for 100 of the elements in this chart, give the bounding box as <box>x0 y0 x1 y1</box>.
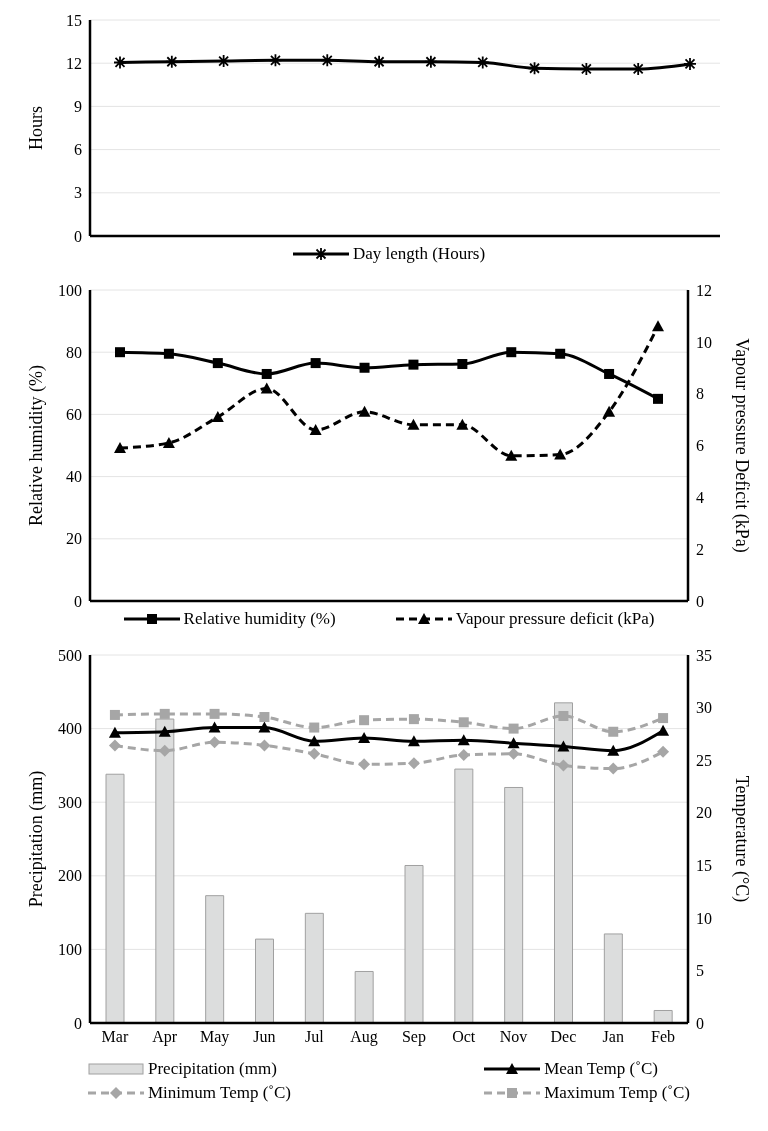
y2-tick-label: 6 <box>696 437 704 455</box>
y2-axis-title: Vapour pressure Deficit (kPa) <box>730 338 752 553</box>
point <box>108 739 121 752</box>
point <box>557 740 570 752</box>
point <box>309 423 322 435</box>
y2-tick-label: 2 <box>696 540 704 558</box>
point <box>358 405 371 417</box>
point <box>407 757 420 770</box>
y2-tick-label: 8 <box>696 385 704 403</box>
legend-label: Precipitation (mm) <box>148 1059 277 1079</box>
point <box>258 721 271 733</box>
point <box>115 347 125 358</box>
y2-tick-label: 25 <box>696 751 712 769</box>
point <box>457 734 470 746</box>
y-tick-label: 100 <box>58 941 82 959</box>
point <box>555 348 566 359</box>
point <box>268 53 283 68</box>
y2-tick-label: 30 <box>696 699 712 717</box>
point <box>108 726 121 738</box>
point <box>658 713 669 724</box>
y-tick-label: 80 <box>66 343 82 361</box>
x-tick-label: Dec <box>550 1028 577 1046</box>
point <box>557 759 570 772</box>
point <box>372 54 386 69</box>
y-tick-label: 200 <box>58 867 82 885</box>
point <box>308 747 321 760</box>
y-tick-label: 400 <box>58 720 82 738</box>
point <box>259 712 270 723</box>
point <box>209 708 220 719</box>
y-tick-label: 20 <box>66 530 82 548</box>
y-axis-title: Precipitation (mm) <box>26 770 48 908</box>
legend-label: Mean Temp (˚C) <box>544 1059 658 1079</box>
point <box>475 55 490 70</box>
y-tick-label: 40 <box>66 468 82 486</box>
point <box>358 732 371 744</box>
x-tick-label: Mar <box>101 1028 129 1046</box>
y-tick-label: 500 <box>58 646 82 664</box>
point <box>309 722 320 733</box>
point <box>457 359 468 370</box>
point <box>320 53 335 68</box>
point <box>212 358 223 369</box>
point <box>164 54 179 69</box>
point <box>507 737 520 749</box>
point <box>358 758 371 771</box>
y2-tick-label: 4 <box>696 489 704 507</box>
point <box>657 745 670 758</box>
y2-tick-label: 0 <box>696 592 704 610</box>
point <box>408 359 419 370</box>
point <box>159 708 170 719</box>
point <box>359 715 370 726</box>
y-tick-label: 6 <box>74 141 82 159</box>
y-tick-label: 3 <box>74 184 82 202</box>
point <box>163 348 174 359</box>
bar <box>354 970 374 1023</box>
y-axis-title: Relative humidity (%) <box>26 365 48 526</box>
y2-tick-label: 12 <box>696 281 712 299</box>
point <box>457 748 470 761</box>
y2-tick-label: 10 <box>696 909 712 927</box>
x-tick-label: Sep <box>401 1028 426 1047</box>
x-tick-label: Feb <box>651 1028 676 1046</box>
point <box>657 724 670 736</box>
point <box>579 62 594 76</box>
x-tick-label: Jan <box>602 1028 624 1046</box>
point <box>652 320 664 332</box>
point <box>359 362 370 373</box>
point <box>558 710 569 721</box>
x-tick-label: Oct <box>452 1028 476 1046</box>
x-tick-label: Jul <box>304 1028 325 1046</box>
point <box>527 61 542 76</box>
y2-tick-label: 20 <box>696 804 712 822</box>
point <box>683 57 697 71</box>
legend-label: Relative humidity (%) <box>183 609 336 629</box>
point <box>407 735 420 747</box>
y-tick-label: 100 <box>58 281 82 299</box>
point <box>162 436 175 448</box>
point <box>631 62 646 76</box>
y2-tick-label: 5 <box>696 962 704 980</box>
point <box>109 709 120 720</box>
point <box>308 735 321 747</box>
x-tick-label: Apr <box>152 1028 178 1047</box>
legend-label: Vapour pressure deficit (kPa) <box>455 609 655 629</box>
point <box>424 54 438 69</box>
point <box>505 449 518 461</box>
y-tick-label: 300 <box>58 793 82 811</box>
x-tick-label: May <box>199 1028 230 1047</box>
point <box>114 442 126 454</box>
point <box>408 714 419 725</box>
y-tick-label: 60 <box>66 406 82 424</box>
point <box>208 721 221 733</box>
point <box>603 405 616 417</box>
point <box>310 358 321 369</box>
legend-label: Minimum Temp (˚C) <box>148 1083 291 1103</box>
y-tick-label: 12 <box>66 54 82 72</box>
point <box>506 347 517 358</box>
legend-label: Maximum Temp (˚C) <box>544 1083 690 1103</box>
point <box>508 723 519 734</box>
point <box>216 54 231 68</box>
point <box>261 368 272 379</box>
y2-tick-label: 0 <box>696 1014 704 1032</box>
point <box>458 717 469 728</box>
